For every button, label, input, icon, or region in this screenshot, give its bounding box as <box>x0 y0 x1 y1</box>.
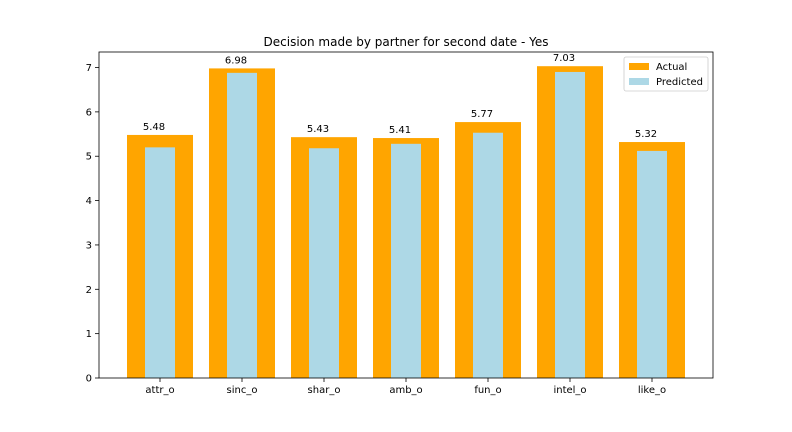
bar-predicted-sinc_o <box>227 72 257 379</box>
y-tick-label-4: 4 <box>86 196 92 207</box>
x-tick-label-shar_o: shar_o <box>308 385 341 396</box>
bar-predicted-attr_o <box>145 147 175 378</box>
data-label-sinc_o: 6.98 <box>225 55 247 66</box>
plot-frame <box>98 51 714 379</box>
y-tick-label-0: 0 <box>86 374 92 385</box>
bar-predicted-fun_o <box>473 132 503 378</box>
bar-predicted-intel_o <box>555 71 585 379</box>
legend-swatch-actual <box>629 63 649 70</box>
y-tick-label-6: 6 <box>86 107 92 118</box>
x-tick-label-like_o: like_o <box>638 385 666 396</box>
plot-area: 5.48 attr_o 6.98 sinc_o 5.43 shar_o 5.41 amb_o 5… <box>86 51 714 396</box>
bar-predicted-amb_o <box>391 143 421 378</box>
data-label-shar_o: 5.43 <box>307 124 329 135</box>
data-label-fun_o: 5.77 <box>471 109 493 120</box>
legend: Actual Predicted <box>623 56 709 92</box>
y-tick-label-7: 7 <box>86 63 92 74</box>
x-tick-label-amb_o: amb_o <box>389 385 422 396</box>
legend-label-actual: Actual <box>656 62 687 73</box>
legend-label-predicted: Predicted <box>656 77 703 88</box>
legend-swatch-predicted <box>629 78 649 85</box>
bar-predicted-shar_o <box>309 148 339 378</box>
data-label-attr_o: 5.48 <box>143 122 165 133</box>
x-tick-label-sinc_o: sinc_o <box>227 385 258 396</box>
data-label-intel_o: 7.03 <box>553 53 575 64</box>
data-label-like_o: 5.32 <box>635 129 657 140</box>
y-tick-label-2: 2 <box>86 285 92 296</box>
y-tick-label-1: 1 <box>86 329 92 340</box>
x-tick-label-fun_o: fun_o <box>474 385 501 396</box>
y-tick-label-3: 3 <box>86 240 92 251</box>
data-label-amb_o: 5.41 <box>389 125 411 136</box>
x-tick-label-intel_o: intel_o <box>553 385 586 396</box>
y-tick-label-5: 5 <box>86 152 92 163</box>
chart-title: Decision made by partner for second date… <box>264 35 549 49</box>
bar-predicted-like_o <box>637 150 667 378</box>
x-tick-label-attr_o: attr_o <box>145 385 174 396</box>
